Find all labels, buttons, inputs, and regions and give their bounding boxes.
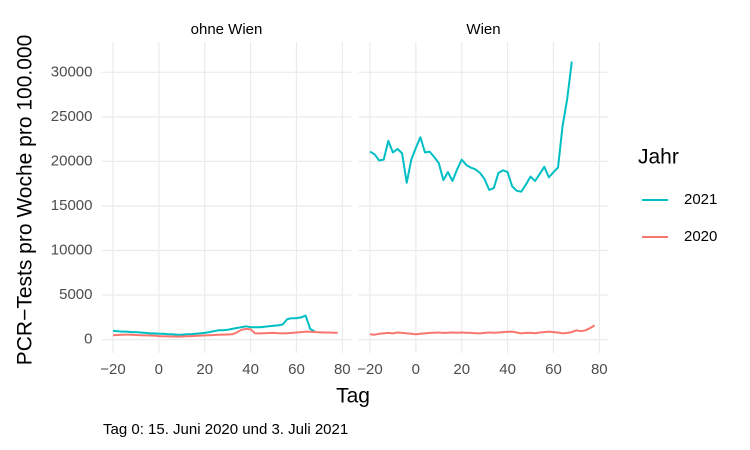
series-line (369, 61, 573, 193)
y-tick-label: 10000 (51, 241, 93, 258)
caption: Tag 0: 15. Juni 2020 und 3. Juli 2021 (103, 421, 348, 438)
y-tick-label: 20000 (51, 152, 93, 169)
x-tick-label: 80 (334, 361, 351, 378)
x-tick-label: −20 (100, 361, 125, 378)
x-tick-label: 40 (499, 361, 516, 378)
y-tick-label: 5000 (59, 286, 92, 303)
y-axis-label: PCR−Tests pro Woche pro 100.000 (14, 35, 37, 366)
x-tick-label: 20 (196, 361, 213, 378)
x-tick-label: 40 (242, 361, 259, 378)
x-tick-label: 80 (591, 361, 608, 378)
x-tick-label: 60 (545, 361, 562, 378)
series-line (112, 314, 316, 336)
facet-title: Wien (466, 21, 500, 38)
legend-label: 2020 (684, 228, 717, 245)
x-tick-label: −20 (357, 361, 382, 378)
y-tick-label: 0 (84, 331, 92, 348)
x-tick-label: 0 (155, 361, 163, 378)
legend-label: 2021 (684, 191, 717, 208)
y-tick-label: 25000 (51, 108, 93, 125)
y-tick-label: 30000 (51, 63, 93, 80)
x-axis-label: Tag (336, 385, 370, 408)
x-tick-label: 0 (412, 361, 420, 378)
facet-title: ohne Wien (191, 21, 263, 38)
x-tick-label: 60 (288, 361, 305, 378)
y-tick-label: 15000 (51, 197, 93, 214)
series-line (369, 324, 596, 336)
series-line (112, 327, 338, 338)
x-tick-label: 20 (453, 361, 470, 378)
legend-title: Jahr (638, 146, 679, 169)
